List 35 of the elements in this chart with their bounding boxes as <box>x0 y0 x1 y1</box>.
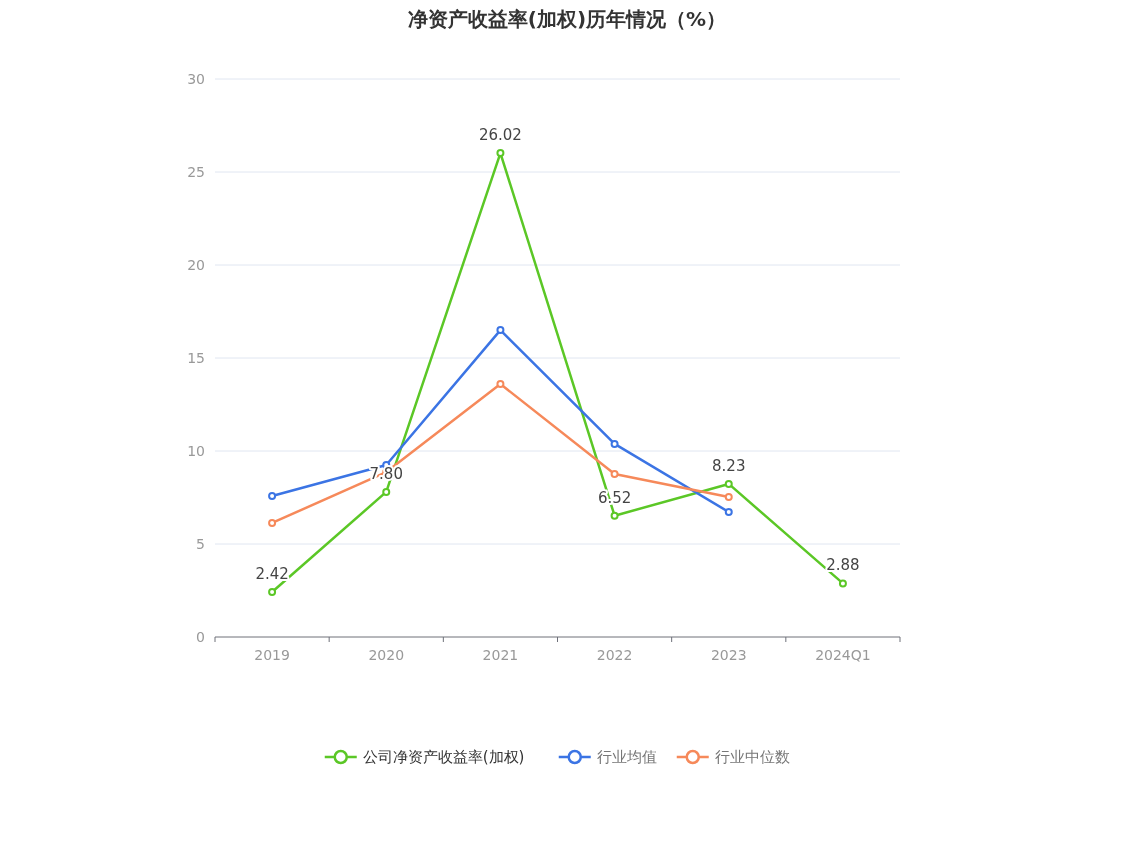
point <box>724 508 733 517</box>
y-tick-label: 20 <box>187 257 205 273</box>
legend-label: 行业均值 <box>596 748 657 766</box>
legend-label: 公司净资产收益率(加权) <box>362 748 525 766</box>
point <box>724 479 733 488</box>
point <box>610 511 619 520</box>
point <box>496 149 505 158</box>
data-label: 8.23 <box>712 456 746 475</box>
data-label: 2.42 <box>255 564 289 583</box>
y-tick-label: 25 <box>187 164 205 180</box>
point <box>610 470 619 479</box>
x-tick-label: 2020 <box>368 647 405 663</box>
point <box>268 492 277 501</box>
point <box>838 579 847 588</box>
y-tick-label: 15 <box>187 350 205 366</box>
legend-label: 行业中位数 <box>714 748 790 766</box>
point <box>268 518 277 527</box>
data-label: 26.02 <box>478 126 522 145</box>
x-tick-label: 2019 <box>254 647 290 663</box>
point <box>496 326 505 335</box>
y-tick-label: 10 <box>187 443 205 459</box>
point <box>496 380 505 389</box>
x-tick-label: 2021 <box>482 647 519 663</box>
y-tick-label: 5 <box>196 536 205 552</box>
x-tick-label: 2022 <box>596 647 633 663</box>
x-tick-label: 2023 <box>710 647 747 663</box>
y-tick-label: 30 <box>187 71 205 87</box>
chart-title: 净资产收益率(加权)历年情况（%） <box>407 7 727 31</box>
point <box>382 487 391 496</box>
point <box>610 439 619 448</box>
x-tick-label: 2024Q1 <box>815 647 871 663</box>
point <box>724 492 733 501</box>
point <box>268 587 277 596</box>
data-label: 2.88 <box>826 556 860 575</box>
y-tick-label: 0 <box>196 629 205 645</box>
